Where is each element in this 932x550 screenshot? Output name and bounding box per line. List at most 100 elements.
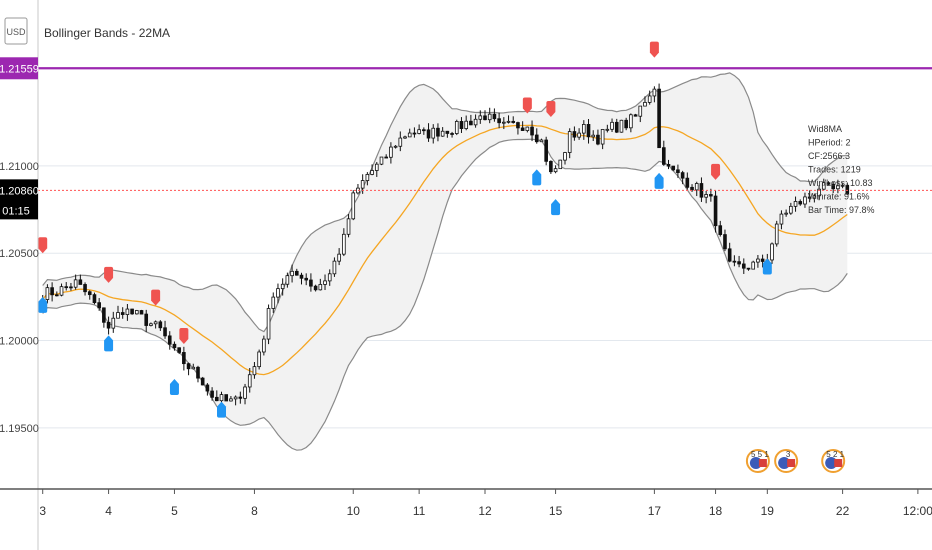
- candle-body: [803, 196, 807, 205]
- buy-signal-marker[interactable]: [654, 172, 664, 189]
- event-flag-icon[interactable]: 5 5 1: [745, 449, 770, 473]
- candle-body: [374, 163, 379, 171]
- candle-body: [59, 286, 64, 296]
- candle-body: [713, 195, 718, 227]
- candle-body: [454, 121, 459, 134]
- candle-body: [770, 243, 774, 261]
- candle-body: [384, 156, 389, 159]
- bollinger-lower-band: [42, 138, 848, 451]
- sell-signal-marker[interactable]: [179, 328, 189, 345]
- candle-body: [426, 129, 431, 139]
- candle-body: [549, 160, 553, 173]
- candle-body: [97, 302, 101, 309]
- candle-body: [182, 352, 186, 365]
- candle-body: [389, 146, 393, 158]
- y-axis: 1.21000 1.20500 1.20000 1.19500: [0, 161, 39, 435]
- candle-body: [116, 312, 120, 319]
- event-flag-stripes: [787, 459, 796, 467]
- candle-body: [398, 137, 403, 147]
- sell-signal-marker[interactable]: [104, 266, 114, 283]
- sell-signal-marker[interactable]: [649, 41, 659, 58]
- sell-signal-marker[interactable]: [38, 237, 48, 254]
- currency-badge[interactable]: USD: [4, 17, 28, 45]
- x-tick-label: 12: [478, 504, 492, 518]
- candle-body: [502, 121, 506, 124]
- candle-body: [709, 194, 713, 197]
- candle-body: [567, 131, 572, 153]
- candle-body: [130, 308, 134, 315]
- candle-body: [511, 120, 516, 123]
- candle-body: [323, 280, 327, 285]
- candle-body: [558, 159, 563, 170]
- buy-signal-marker[interactable]: [217, 401, 227, 418]
- candle-body: [149, 323, 153, 326]
- candle-body: [643, 102, 647, 107]
- candle-body: [342, 233, 346, 255]
- candle-body: [831, 183, 836, 190]
- sell-signal-marker[interactable]: [711, 163, 721, 180]
- stats-line: HPeriod: 2: [808, 138, 851, 148]
- candle-body: [252, 366, 257, 376]
- candle-body: [247, 374, 252, 388]
- indicator-title[interactable]: Bollinger Bands - 22MA: [44, 26, 170, 40]
- candle-body: [191, 366, 196, 370]
- candle-body: [666, 163, 671, 167]
- candle-body: [370, 170, 374, 175]
- buy-signal-marker[interactable]: [762, 258, 772, 275]
- stats-line: Trades: 1219: [808, 165, 861, 175]
- candle-body: [784, 212, 788, 215]
- sell-signal-marker[interactable]: [546, 101, 556, 118]
- resistance-price-label: 1.21559: [0, 57, 39, 80]
- bar-countdown-text: 01:15: [2, 205, 30, 217]
- candle-body: [492, 113, 497, 120]
- candle-body: [177, 347, 181, 353]
- candle-body: [436, 127, 440, 137]
- candle-body: [144, 313, 149, 326]
- candle-body: [727, 248, 732, 262]
- buy-signal-marker[interactable]: [38, 296, 48, 313]
- candle-body: [840, 184, 845, 187]
- candle-body: [723, 234, 727, 250]
- candle-body: [337, 253, 341, 262]
- candle-body: [102, 307, 106, 323]
- candle-body: [530, 126, 534, 136]
- sell-signal-marker[interactable]: [522, 97, 532, 114]
- event-flag-stripes: [834, 459, 843, 467]
- candle-body: [539, 139, 544, 143]
- x-axis[interactable]: 3 4 5 8 10 11 12 15 17 18 19 22 12:00: [39, 489, 932, 518]
- candle-body: [779, 213, 784, 225]
- candle-body: [680, 172, 685, 179]
- candle-body: [346, 218, 351, 235]
- candle-body: [257, 351, 261, 368]
- event-flag-icon[interactable]: 5 2 1: [821, 449, 846, 473]
- candle-body: [821, 182, 826, 190]
- y-tick-label: 1.21000: [0, 161, 39, 173]
- economic-event-icons[interactable]: 5 5 1 3 5 2 1: [745, 449, 846, 473]
- candle-body: [789, 205, 793, 214]
- candle-body: [478, 115, 483, 120]
- candle-body: [624, 119, 628, 129]
- x-tick-label: 12:00: [903, 504, 932, 518]
- buy-signal-marker[interactable]: [532, 169, 542, 186]
- candle-body: [732, 260, 737, 263]
- candle-body: [553, 168, 558, 173]
- candle-body: [798, 201, 803, 205]
- strategy-stats: Wid8MA HPeriod: 2 CF:2566.3 Trades: 1219 Win…: [808, 124, 875, 215]
- candle-body: [280, 283, 285, 290]
- buy-signal-marker[interactable]: [104, 335, 114, 352]
- candle-body: [469, 120, 473, 126]
- candle-body: [158, 321, 163, 329]
- candle-body: [633, 114, 638, 117]
- candle-body: [497, 118, 501, 124]
- candle-body: [78, 279, 83, 285]
- event-flag-icon[interactable]: 3: [774, 449, 799, 473]
- candle-body: [751, 261, 756, 270]
- stats-line: CF:2566.3: [808, 151, 850, 161]
- candle-body: [807, 196, 812, 199]
- buy-signal-marker[interactable]: [551, 199, 561, 216]
- candle-body: [318, 284, 323, 291]
- sell-signal-marker[interactable]: [151, 289, 161, 306]
- buy-signal-marker[interactable]: [169, 378, 179, 395]
- candle-body: [186, 363, 191, 370]
